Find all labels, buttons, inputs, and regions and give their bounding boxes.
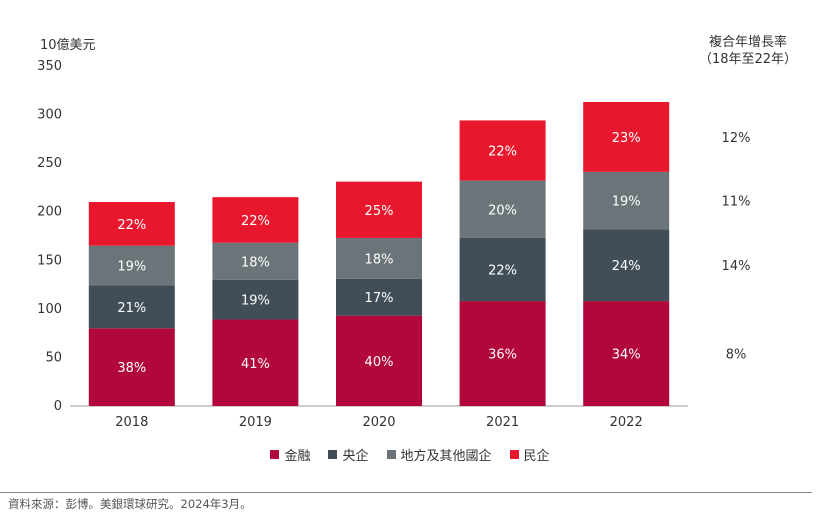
bar-segment-label: 22% (488, 264, 517, 279)
legend-swatch-central-soe (328, 450, 338, 459)
bar-segment (336, 237, 422, 279)
y-tick-label: 350 (37, 59, 62, 74)
y-tick-label: 100 (37, 302, 62, 317)
y-tick-label: 200 (37, 205, 62, 220)
legend-swatch-local-soe (386, 450, 396, 459)
bar-segment (336, 181, 422, 238)
stacked-bar-chart: 0 50 100 150 200 250 300 350 38% 21% 19% 22% 2018 41%… (37, 59, 751, 430)
bar-segment (583, 229, 670, 302)
source-note: 資料來源：彭博。美銀環球研究。2024年3月。 (8, 497, 252, 511)
bar-segment-label: 25% (365, 204, 394, 219)
legend-item-local-soe: 地方及其他國企 (386, 445, 492, 464)
bar-segment-label: 21% (117, 301, 146, 316)
legend-swatch-private (509, 450, 519, 459)
cagr-title-line2: （18年至22年） (698, 52, 798, 67)
bar-segment-label: 19% (241, 294, 270, 309)
legend-item-private: 民企 (509, 445, 550, 464)
bar-segment-label: 22% (241, 214, 270, 229)
bar-segment (212, 319, 299, 406)
bar-segment (336, 315, 422, 406)
bar-segment-label: 22% (117, 218, 146, 233)
bar-segment-label: 38% (117, 361, 146, 376)
bar-segment (212, 242, 299, 280)
cagr-value: 12% (722, 131, 751, 146)
bar-segment-label: 41% (241, 357, 270, 372)
legend-label-central-soe: 央企 (342, 449, 369, 464)
bar-segment-label: 18% (365, 252, 394, 267)
bar-segment (583, 171, 670, 230)
legend-swatch-financial (270, 450, 280, 459)
cagr-title-line1: 複合年增長率 (708, 35, 787, 50)
bar-segment-label: 20% (488, 203, 517, 218)
bar-segment (88, 285, 175, 329)
legend-label-financial: 金融 (284, 449, 311, 464)
x-tick-label: 2020 (362, 415, 395, 430)
bar-segment (459, 180, 546, 238)
bar-segment (212, 279, 299, 320)
bar-segment-label: 19% (612, 195, 641, 210)
cagr-value: 14% (722, 259, 751, 274)
y-tick-label: 50 (45, 350, 62, 365)
bar-segment (88, 202, 175, 246)
bar-segment-label: 18% (241, 255, 270, 270)
y-axis-unit-label: 10億美元 (40, 38, 96, 53)
x-tick-label: 2022 (610, 415, 643, 430)
bar-segment (583, 101, 670, 172)
bar-segment-label: 24% (612, 259, 641, 274)
cagr-header: 複合年增長率 （18年至22年） (692, 34, 804, 68)
y-tick-label: 150 (37, 253, 62, 268)
legend-item-central-soe: 央企 (328, 445, 369, 464)
bar-segment-label: 19% (117, 260, 146, 275)
bar-segment (88, 328, 175, 406)
chart-legend: 金融 央企 地方及其他國企 民企 (0, 445, 820, 464)
bar-segment (459, 301, 546, 406)
bar-segment-label: 36% (488, 348, 517, 363)
y-tick-label: 300 (37, 108, 62, 123)
y-tick-label: 0 (54, 399, 62, 414)
bar-segment-label: 40% (365, 355, 394, 370)
legend-item-financial: 金融 (270, 445, 310, 464)
bar-segment-label: 17% (365, 291, 394, 306)
legend-label-private: 民企 (523, 449, 550, 464)
x-tick-label: 2021 (486, 415, 519, 430)
bar-segment-label: 22% (488, 145, 517, 160)
bar-segment (583, 301, 670, 406)
x-tick-label: 2018 (115, 415, 148, 430)
bar-segment (212, 197, 299, 243)
bar-segment (459, 120, 546, 181)
legend-label-local-soe: 地方及其他國企 (400, 449, 492, 464)
bar-segment (88, 245, 175, 286)
bar-segment (336, 278, 422, 316)
bar-segment-label: 23% (612, 131, 641, 146)
cagr-value: 11% (722, 195, 751, 210)
y-tick-label: 250 (37, 156, 62, 171)
x-tick-label: 2019 (239, 415, 272, 430)
bar-segment-label: 34% (612, 348, 641, 363)
bar-segment (459, 237, 546, 302)
cagr-value: 8% (726, 348, 747, 363)
footer-divider (0, 492, 812, 493)
